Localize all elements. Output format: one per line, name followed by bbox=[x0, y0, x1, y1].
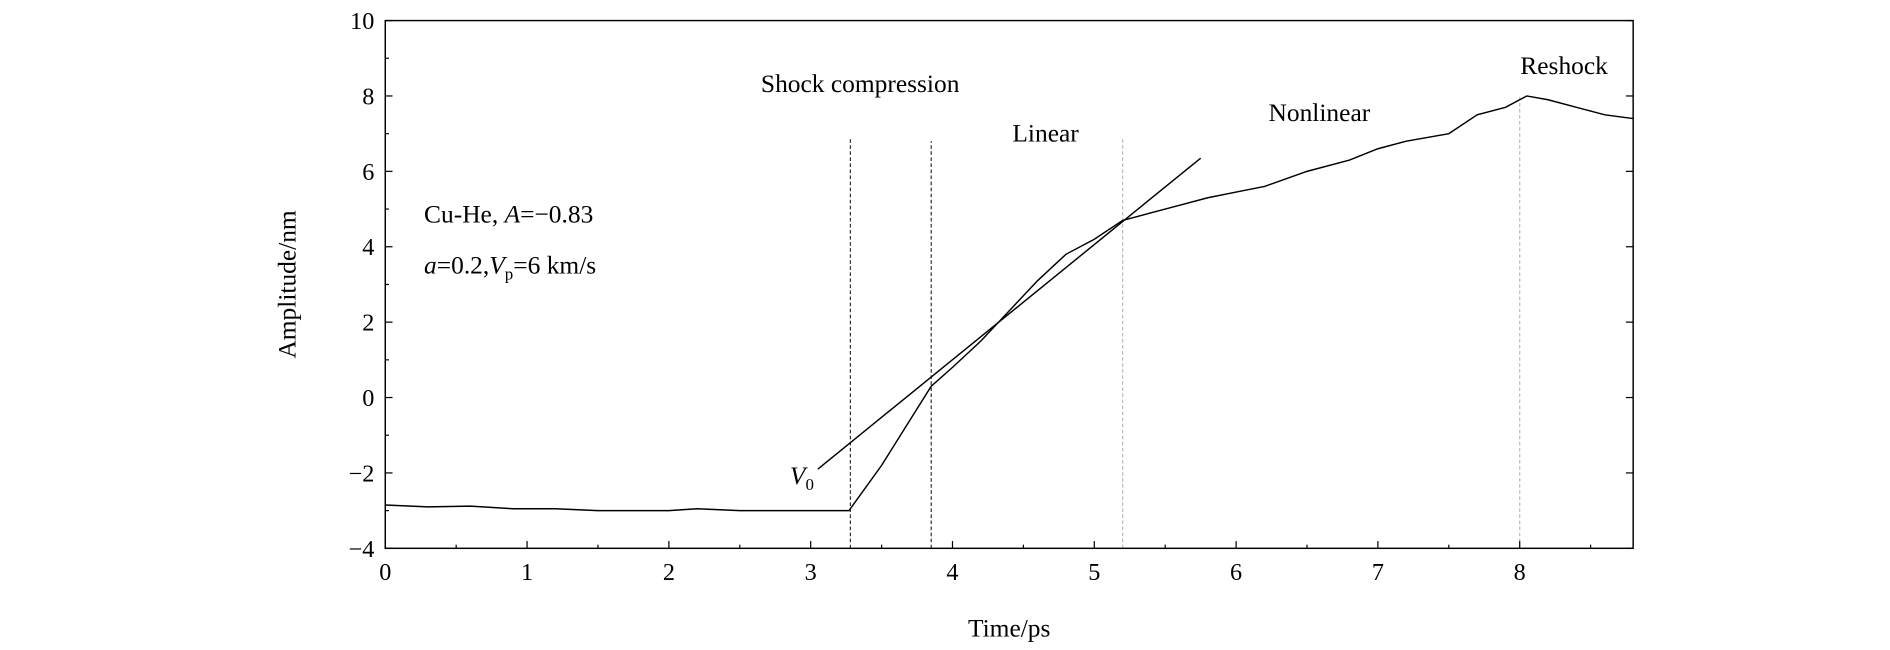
param1-a: Cu-He, bbox=[424, 200, 505, 229]
param2-d: p bbox=[505, 265, 513, 284]
v0-main: V bbox=[790, 461, 808, 490]
x-tick-label: 0 bbox=[379, 559, 391, 586]
tangent-line bbox=[817, 157, 1202, 470]
y-axis-label: Amplitude/nm bbox=[273, 210, 302, 358]
annotation-material: Cu-He, A=−0.83 bbox=[424, 200, 593, 229]
y-tick-label: 6 bbox=[362, 159, 374, 186]
param2-c: V bbox=[489, 251, 507, 280]
y-tick-label: −4 bbox=[349, 536, 375, 563]
v0-sub: 0 bbox=[805, 475, 813, 494]
annotation-shock-compression: Shock compression bbox=[761, 69, 960, 98]
annotation-v0: V0 bbox=[790, 461, 814, 494]
y-tick-label: 4 bbox=[362, 234, 374, 261]
x-tick-label: 7 bbox=[1372, 559, 1384, 586]
y-tick-label: 0 bbox=[362, 385, 374, 412]
x-tick-label: 1 bbox=[521, 559, 533, 586]
param2-b: =0.2, bbox=[437, 251, 490, 280]
x-tick-label: 4 bbox=[946, 559, 958, 586]
x-axis-label: Time/ps bbox=[968, 614, 1050, 643]
y-tick-label: 8 bbox=[362, 83, 374, 110]
annotation-linear: Linear bbox=[1012, 119, 1079, 148]
param1-c: =−0.83 bbox=[520, 200, 593, 229]
param2-e: =6 km/s bbox=[513, 251, 596, 280]
x-tick-label: 3 bbox=[805, 559, 817, 586]
x-tick-label: 6 bbox=[1230, 559, 1242, 586]
annotation-parameters: a=0.2,Vp=6 km/s bbox=[424, 251, 596, 284]
y-tick-label: −2 bbox=[349, 460, 375, 487]
param2-a: a bbox=[424, 251, 437, 280]
plot-frame bbox=[384, 19, 1634, 550]
x-tick-label: 2 bbox=[663, 559, 675, 586]
x-tick-label: 5 bbox=[1088, 559, 1100, 586]
annotation-reshock: Reshock bbox=[1520, 51, 1608, 80]
y-tick-label: 2 bbox=[362, 310, 374, 337]
param1-b: A bbox=[503, 200, 521, 229]
x-tick-label: 8 bbox=[1514, 559, 1526, 586]
annotation-nonlinear: Nonlinear bbox=[1269, 98, 1371, 127]
series-line-0 bbox=[385, 95, 1634, 512]
y-tick-label: 10 bbox=[350, 8, 374, 35]
